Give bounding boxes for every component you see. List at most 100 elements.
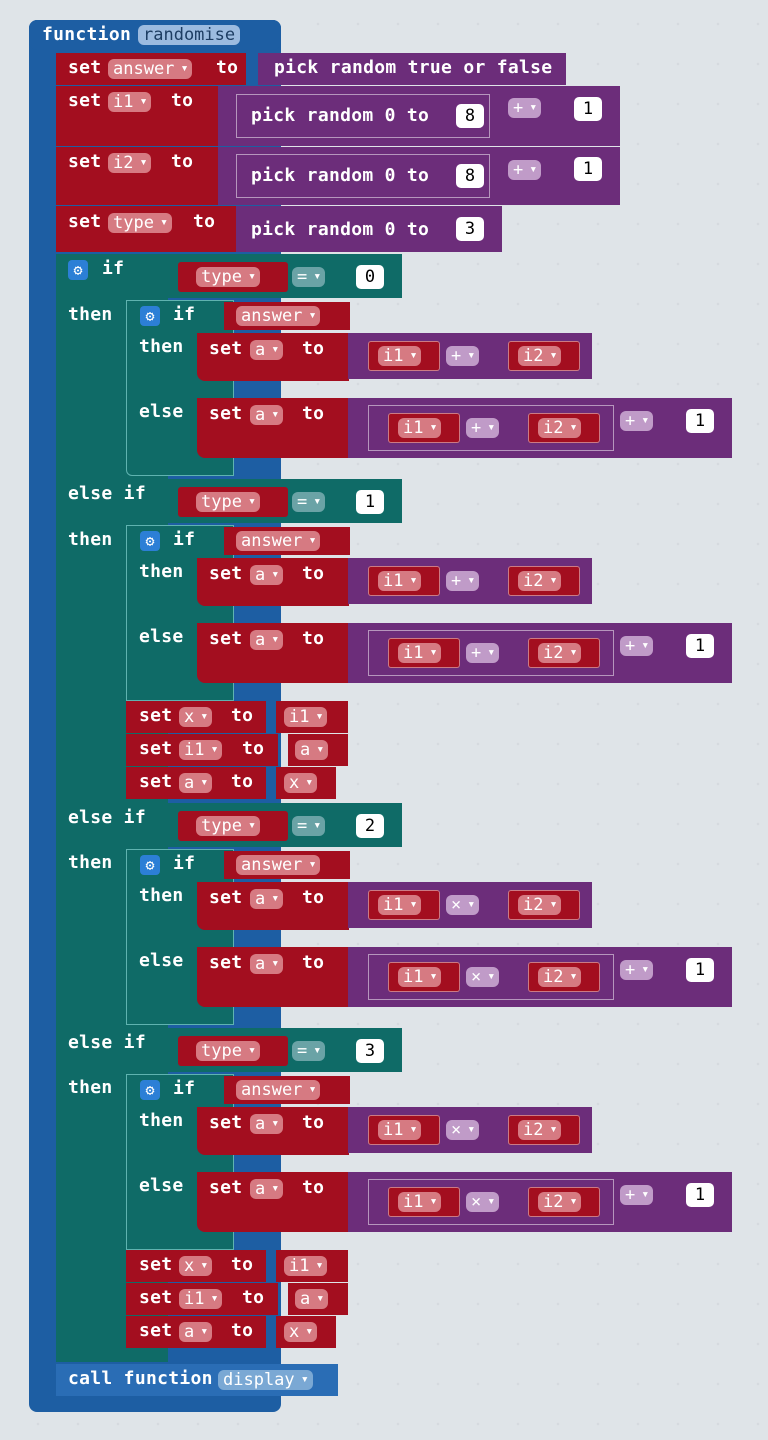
variable-dropdown[interactable]: i1 (398, 1192, 442, 1212)
variable-dropdown[interactable]: i1 (179, 1289, 223, 1309)
variable-dropdown[interactable]: x (179, 707, 213, 727)
variable-dropdown[interactable]: type (108, 213, 172, 233)
number-field[interactable]: 0 (356, 265, 384, 289)
variable-dropdown[interactable]: i2 (518, 895, 562, 915)
variable-dropdown[interactable]: i2 (538, 643, 582, 663)
variable-dropdown[interactable]: answer (108, 59, 193, 79)
compare-operator-dropdown[interactable]: = (292, 816, 326, 836)
variable-dropdown[interactable]: a (250, 889, 284, 909)
variable-dropdown[interactable]: i1 (179, 740, 223, 760)
variable-dropdown[interactable]: i1 (284, 707, 328, 727)
variable-dropdown[interactable]: type (196, 1041, 260, 1061)
variable-dropdown[interactable]: a (295, 740, 329, 760)
variable-dropdown[interactable]: a (179, 1322, 213, 1342)
number-field[interactable]: 1 (686, 409, 714, 433)
multiply-slot (368, 954, 614, 1000)
variable-dropdown[interactable]: i1 (378, 895, 422, 915)
variable-dropdown[interactable]: a (250, 1179, 284, 1199)
gear-icon[interactable]: ⚙ (140, 1080, 160, 1100)
variable-dropdown[interactable]: a (250, 340, 284, 360)
set-label: set (209, 628, 243, 649)
add-block[interactable] (218, 147, 620, 205)
number-field[interactable]: 8 (456, 104, 484, 128)
variable-dropdown[interactable]: a (179, 773, 213, 793)
operator-dropdown[interactable]: + (446, 571, 480, 591)
random-bool-block[interactable] (258, 53, 566, 85)
operator-dropdown[interactable]: × (446, 895, 480, 915)
operator-dropdown[interactable]: × (466, 1192, 500, 1212)
operator-dropdown[interactable]: + (466, 643, 500, 663)
operator-dropdown[interactable]: + (508, 98, 542, 118)
number-field[interactable]: 8 (456, 164, 484, 188)
number-field[interactable]: 1 (574, 157, 602, 181)
number-field[interactable]: 1 (574, 97, 602, 121)
variable-dropdown[interactable]: i2 (518, 1120, 562, 1140)
set-label: set (68, 151, 102, 172)
to-label: to (302, 628, 325, 649)
number-field[interactable]: 2 (356, 814, 384, 838)
variable-dropdown[interactable]: a (250, 1114, 284, 1134)
operator-dropdown[interactable]: + (620, 1185, 654, 1205)
compare-operator-dropdown[interactable]: = (292, 492, 326, 512)
random-int-slot (236, 94, 490, 138)
operator-dropdown[interactable]: + (446, 346, 480, 366)
function-name-field[interactable]: randomise (138, 25, 241, 45)
variable-dropdown[interactable]: x (179, 1256, 213, 1276)
variable-dropdown[interactable]: answer (236, 531, 321, 551)
variable-dropdown[interactable]: i2 (538, 967, 582, 987)
variable-dropdown[interactable]: type (196, 816, 260, 836)
variable-dropdown[interactable]: a (295, 1289, 329, 1309)
number-field[interactable]: 1 (686, 1183, 714, 1207)
number-field[interactable]: 3 (456, 217, 484, 241)
add-block[interactable] (218, 86, 620, 146)
operator-dropdown[interactable]: + (620, 960, 654, 980)
variable-dropdown[interactable]: answer (236, 855, 321, 875)
variable-dropdown[interactable]: i2 (518, 346, 562, 366)
number-field[interactable]: 1 (686, 634, 714, 658)
gear-icon[interactable]: ⚙ (140, 306, 160, 326)
variable-dropdown[interactable]: i2 (518, 571, 562, 591)
variable-dropdown[interactable]: i1 (378, 346, 422, 366)
then-label: then (139, 561, 184, 582)
variable-dropdown[interactable]: i1 (284, 1256, 328, 1276)
variable-dropdown[interactable]: i2 (538, 418, 582, 438)
operator-dropdown[interactable]: + (620, 411, 654, 431)
operator-dropdown[interactable]: + (508, 160, 542, 180)
variable-dropdown[interactable]: type (196, 492, 260, 512)
number-field[interactable]: 1 (356, 490, 384, 514)
variable-dropdown[interactable]: i1 (378, 571, 422, 591)
variable-dropdown[interactable]: i2 (538, 1192, 582, 1212)
variable-dropdown[interactable]: i1 (378, 1120, 422, 1140)
set-label: set (139, 771, 173, 792)
variable-dropdown[interactable]: answer (236, 306, 321, 326)
variable-dropdown[interactable]: a (250, 565, 284, 585)
add-slot (368, 405, 614, 451)
function-dropdown[interactable]: display (218, 1370, 313, 1390)
variable-dropdown[interactable]: x (284, 1322, 318, 1342)
set-label: set (68, 90, 102, 111)
compare-operator-dropdown[interactable]: = (292, 267, 326, 287)
operator-dropdown[interactable]: × (466, 967, 500, 987)
gear-icon[interactable]: ⚙ (68, 260, 88, 280)
variable-dropdown[interactable]: i1 (108, 92, 152, 112)
variable-dropdown[interactable]: i2 (108, 153, 152, 173)
compare-operator-dropdown[interactable]: = (292, 1041, 326, 1061)
number-field[interactable]: 1 (686, 958, 714, 982)
variable-dropdown[interactable]: a (250, 954, 284, 974)
gear-icon[interactable]: ⚙ (140, 855, 160, 875)
variable-dropdown[interactable]: a (250, 405, 284, 425)
then-label: then (68, 304, 113, 325)
operator-dropdown[interactable]: + (620, 636, 654, 656)
variable-dropdown[interactable]: i1 (398, 418, 442, 438)
variable-dropdown[interactable]: i1 (398, 643, 442, 663)
operator-dropdown[interactable]: × (446, 1120, 480, 1140)
variable-dropdown[interactable]: type (196, 267, 260, 287)
variable-dropdown[interactable]: i1 (398, 967, 442, 987)
then-label: then (68, 852, 113, 873)
variable-dropdown[interactable]: x (284, 773, 318, 793)
number-field[interactable]: 3 (356, 1039, 384, 1063)
variable-dropdown[interactable]: a (250, 630, 284, 650)
operator-dropdown[interactable]: + (466, 418, 500, 438)
variable-dropdown[interactable]: answer (236, 1080, 321, 1100)
gear-icon[interactable]: ⚙ (140, 531, 160, 551)
